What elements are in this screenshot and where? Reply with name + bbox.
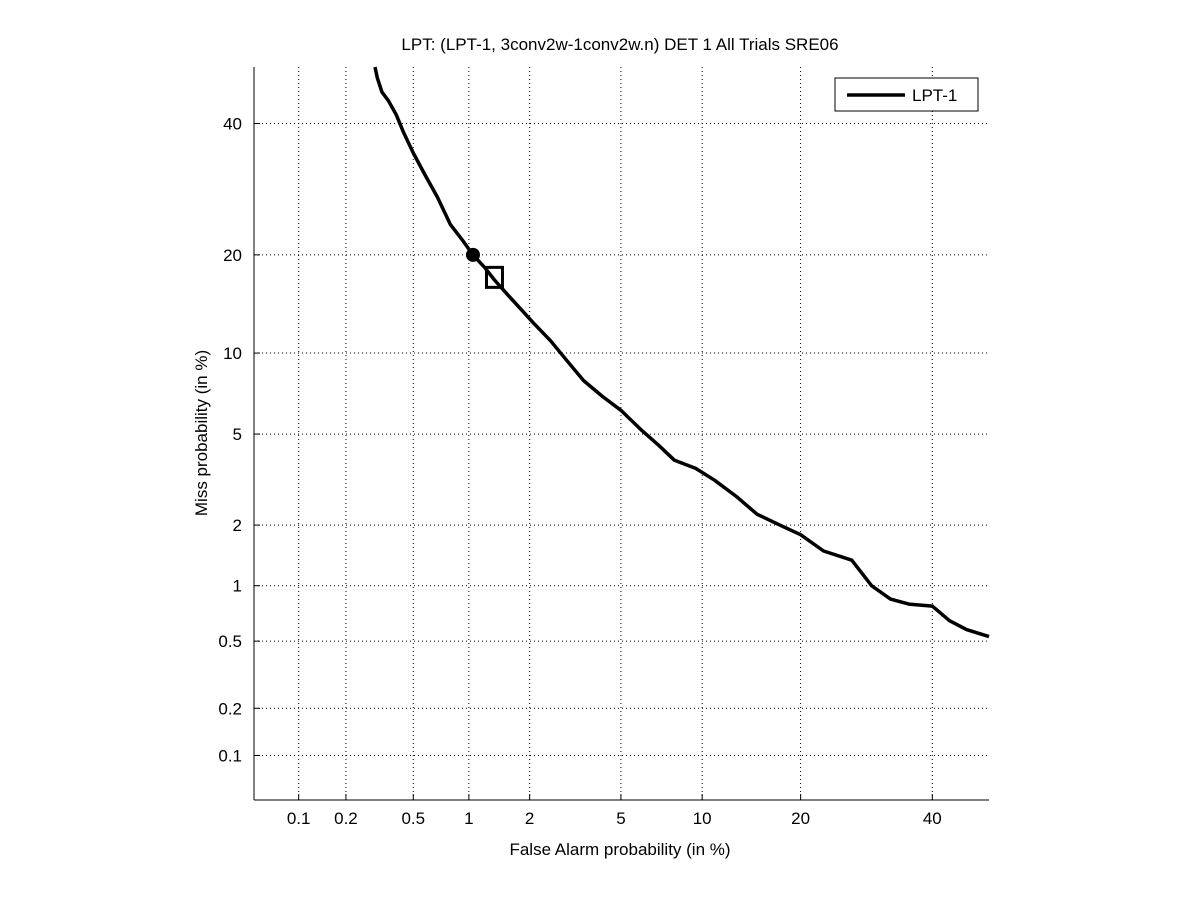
y-tick-label: 0.2	[218, 699, 242, 718]
det-curve-line	[373, 66, 990, 639]
legend-label: LPT-1	[912, 86, 957, 105]
x-ticks: 0.1 0.2 0.5 1 2 5 10 20 40	[287, 794, 942, 828]
x-tick-label: 5	[616, 809, 625, 828]
min-dcf-circle-marker	[465, 247, 480, 262]
x-tick-label: 0.5	[401, 809, 425, 828]
legend: LPT-1	[834, 77, 979, 112]
y-tick-label: 0.1	[218, 746, 242, 765]
x-tick-label: 20	[791, 809, 810, 828]
grid	[254, 67, 989, 800]
x-tick-label: 10	[693, 809, 712, 828]
series	[373, 66, 990, 639]
x-axis-label: False Alarm probability (in %)	[509, 840, 730, 859]
y-tick-label: 20	[223, 246, 242, 265]
axes	[253, 67, 989, 801]
y-tick-label: 5	[233, 425, 242, 444]
y-tick-label: 40	[223, 115, 242, 134]
x-tick-label: 1	[464, 809, 473, 828]
y-tick-label: 1	[233, 577, 242, 596]
actual-dcf-square-marker	[484, 265, 504, 289]
x-tick-label: 2	[525, 809, 534, 828]
y-tick-label: 0.5	[218, 632, 242, 651]
x-tick-label: 0.1	[287, 809, 311, 828]
x-tick-label: 40	[923, 809, 942, 828]
x-tick-label: 0.2	[334, 809, 358, 828]
y-tick-label: 2	[233, 516, 242, 535]
y-ticks: 0.1 0.2 0.5 1 2 5 10 20 40	[218, 115, 260, 765]
markers	[465, 247, 504, 289]
plot-area	[254, 67, 989, 800]
chart-title: LPT: (LPT-1, 3conv2w-1conv2w.n) DET 1 Al…	[401, 35, 838, 54]
y-tick-label: 10	[223, 344, 242, 363]
y-axis-label: Miss probability (in %)	[192, 350, 211, 516]
